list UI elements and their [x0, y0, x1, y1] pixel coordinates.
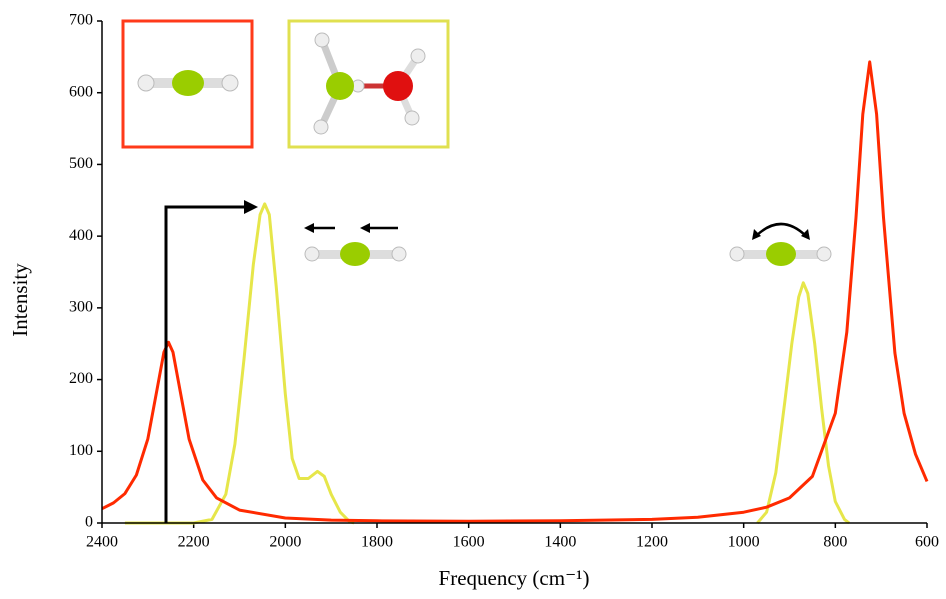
y-tick-label: 100	[69, 442, 93, 459]
inset-frame	[287, 19, 450, 149]
y-tick-label: 300	[69, 299, 93, 316]
y-tick-label: 500	[69, 155, 93, 172]
x-tick-label: 2000	[269, 534, 301, 551]
spectrum-line	[124, 202, 851, 525]
inset-frame	[121, 19, 254, 149]
molecule	[729, 222, 832, 266]
molecule	[137, 70, 239, 96]
x-tick-label: 1800	[361, 534, 393, 551]
y-tick-label: 600	[69, 83, 93, 100]
spectrum-line	[101, 60, 929, 523]
x-axis-label: Frequency (cm⁻¹)	[439, 566, 590, 590]
y-tick-label: 200	[69, 370, 93, 387]
x-tick-label: 1600	[453, 534, 485, 551]
x-tick-label: 1000	[728, 534, 760, 551]
molecule	[304, 223, 407, 266]
x-tick-label: 1400	[544, 534, 576, 551]
y-tick-label: 0	[85, 514, 93, 531]
x-tick-label: 2200	[178, 534, 210, 551]
y-axis-label: Intensity	[8, 263, 32, 337]
annotation-arrow	[164, 205, 246, 523]
x-tick-label: 800	[823, 534, 847, 551]
annotation-arrowhead	[244, 200, 258, 214]
x-tick-label: 2400	[86, 534, 118, 551]
x-tick-label: 1200	[636, 534, 668, 551]
x-tick-label: 600	[915, 534, 939, 551]
molecule	[313, 32, 426, 135]
y-tick-label: 700	[69, 12, 93, 29]
y-tick-label: 400	[69, 227, 93, 244]
